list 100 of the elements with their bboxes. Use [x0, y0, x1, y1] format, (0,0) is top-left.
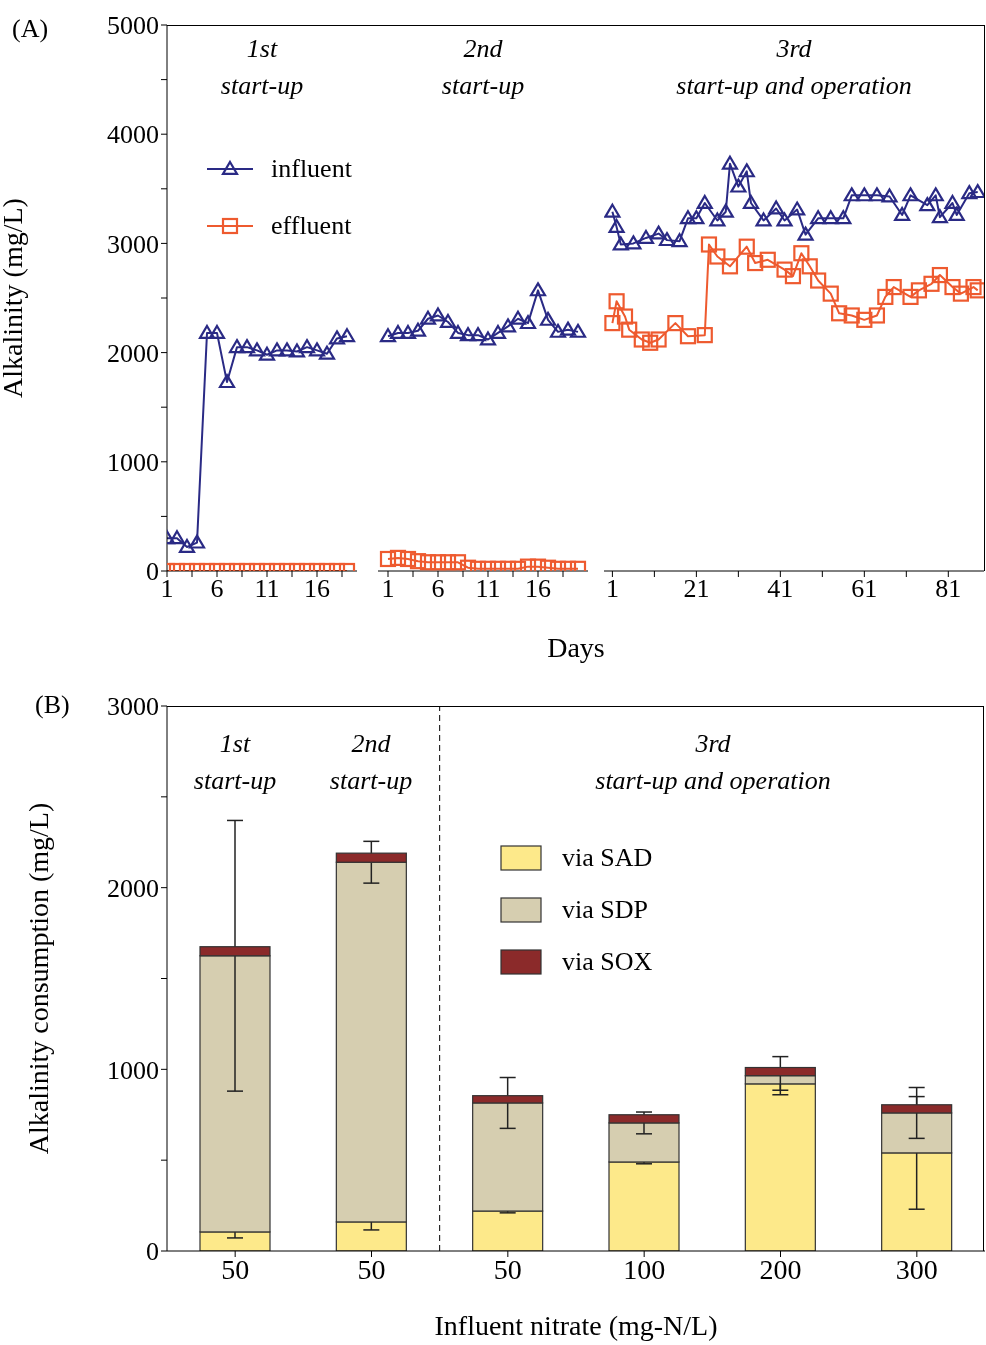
point	[459, 327, 477, 342]
point	[919, 197, 936, 212]
point	[831, 305, 848, 322]
point	[843, 187, 860, 202]
point	[721, 258, 739, 275]
point	[881, 188, 898, 203]
point	[419, 310, 437, 325]
x-tick-label: 61	[851, 574, 878, 604]
point	[650, 331, 667, 348]
x-tick-label: 11	[254, 574, 280, 604]
point	[776, 212, 793, 227]
point	[742, 194, 760, 209]
y-axis-title: Alkalinity (mg/L)	[0, 198, 28, 398]
chart-title: (B)	[35, 690, 70, 720]
point	[529, 558, 547, 571]
point	[529, 282, 547, 297]
point	[389, 324, 407, 339]
y-axis-title: Alkalinity consumption (mg/L)	[22, 802, 54, 1155]
point	[738, 238, 755, 255]
chart-title: (A)	[12, 14, 49, 44]
point	[549, 323, 567, 338]
point	[650, 225, 667, 240]
point	[258, 346, 276, 361]
legend-label: via SAD	[562, 843, 653, 873]
point	[696, 194, 713, 209]
point	[801, 258, 818, 275]
point	[679, 210, 697, 225]
point	[288, 343, 306, 358]
x-tick-label: 6	[210, 574, 224, 604]
point	[843, 307, 860, 324]
point	[822, 210, 839, 225]
point	[759, 251, 776, 268]
point	[789, 201, 806, 216]
point	[399, 324, 417, 339]
y-tick-label: 4000	[107, 120, 159, 150]
point	[625, 235, 642, 250]
point	[768, 200, 785, 215]
point	[797, 226, 814, 241]
point	[902, 288, 919, 306]
point	[696, 327, 713, 344]
y-tick-label: 2000	[107, 338, 159, 368]
x-tick-label: 50	[493, 1253, 522, 1285]
point	[429, 307, 447, 322]
point	[469, 327, 487, 342]
x-tick-label: 100	[623, 1253, 666, 1285]
point	[604, 315, 621, 332]
point	[730, 178, 747, 193]
point	[885, 278, 902, 296]
point	[969, 183, 984, 199]
annotation: 2nd start-up	[440, 33, 526, 102]
x-tick-label: 200	[759, 1253, 802, 1285]
point	[810, 210, 827, 225]
point	[902, 187, 919, 202]
x-tick-label: 81	[935, 574, 962, 604]
x-tick-label: 16	[525, 574, 551, 604]
point	[509, 310, 527, 325]
point	[835, 210, 852, 225]
y-tick-label: 1000	[107, 448, 159, 478]
point	[856, 311, 873, 328]
point	[667, 315, 684, 332]
point	[519, 315, 537, 330]
x-tick-label: 50	[357, 1253, 386, 1285]
y-tick-label: 0	[146, 1237, 159, 1267]
annotation: 1st start-up	[219, 33, 305, 102]
x-tick-label: 1	[160, 574, 174, 604]
point	[338, 328, 356, 343]
point	[944, 194, 961, 209]
point	[747, 254, 764, 272]
point	[822, 285, 839, 302]
annotation: 2nd start-up	[329, 729, 413, 795]
point	[969, 282, 984, 299]
point	[479, 331, 497, 346]
point	[868, 187, 886, 202]
y-tick-label: 0	[146, 557, 159, 587]
point	[856, 187, 873, 202]
point	[218, 373, 236, 389]
annotation: 3rd start-up and operation	[594, 728, 832, 797]
point	[776, 261, 793, 278]
y-tick-label: 5000	[107, 11, 159, 41]
point	[877, 288, 894, 306]
point	[633, 331, 650, 348]
point	[616, 308, 634, 325]
x-tick-label: 50	[221, 1253, 250, 1285]
point	[965, 278, 982, 296]
x-axis-title: Days	[546, 632, 606, 664]
point	[308, 342, 326, 357]
point	[268, 342, 286, 357]
point	[658, 232, 676, 247]
point	[793, 245, 810, 262]
point	[961, 185, 978, 200]
point	[910, 282, 928, 299]
point	[642, 334, 659, 351]
point	[604, 203, 621, 218]
y-tick-label: 3000	[107, 692, 159, 722]
x-tick-label: 21	[683, 574, 710, 604]
point	[198, 324, 216, 339]
point	[409, 322, 427, 337]
x-tick-label: 6	[431, 574, 445, 604]
point	[755, 212, 772, 227]
point	[612, 236, 629, 251]
